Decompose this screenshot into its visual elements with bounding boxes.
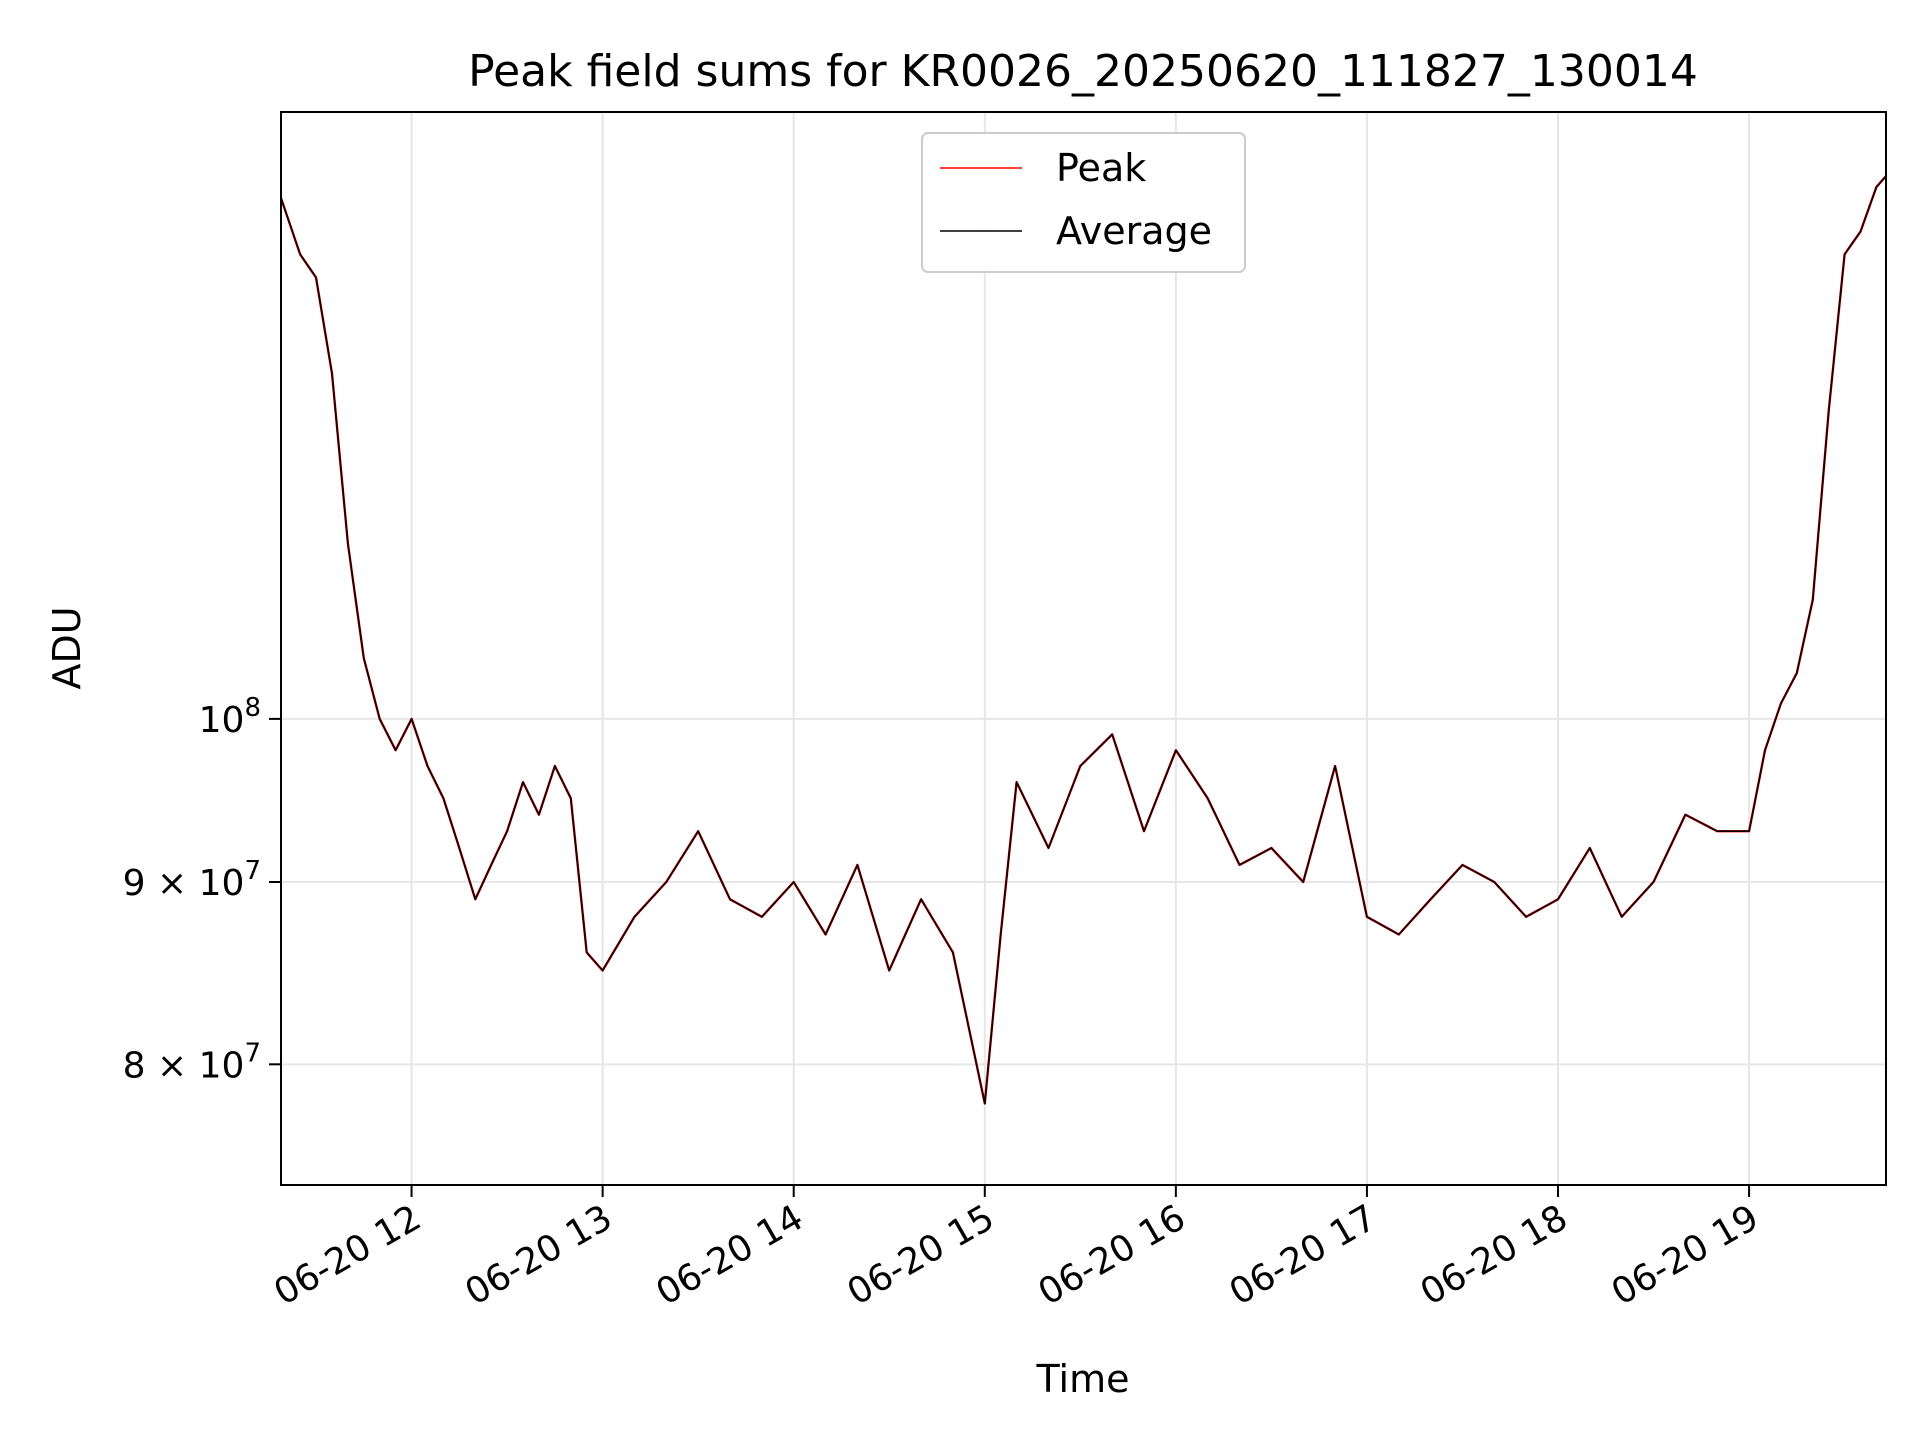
y-tick-label: 8 × 107 (123, 1038, 261, 1086)
data-point-average (1047, 847, 1050, 849)
data-point-average (824, 933, 827, 936)
data-point-average (331, 372, 333, 375)
data-point-average (1207, 797, 1209, 799)
data-point-average (1175, 749, 1177, 751)
data-point-average (952, 951, 954, 953)
y-tick-exp: 8 (244, 693, 261, 723)
grid (281, 112, 1886, 1185)
data-point-average (729, 898, 731, 900)
data-point-average (920, 898, 922, 900)
data-point-average (984, 1102, 986, 1105)
data-point-average (761, 916, 763, 918)
data-point-average (1461, 864, 1464, 866)
x-axis-label: Time (1036, 1357, 1130, 1401)
data-point-average (1684, 814, 1686, 816)
data-point-average (1748, 830, 1750, 832)
data-point-average (426, 765, 429, 767)
data-point-average (1366, 916, 1368, 918)
data-point-average (697, 830, 699, 832)
data-point-average (363, 657, 365, 659)
y-tick-mult: × (146, 1045, 199, 1086)
data-point-average (506, 830, 508, 832)
y-tick-label: 108 (199, 693, 261, 741)
data-point-average (1589, 847, 1591, 849)
data-point-average (1334, 765, 1336, 767)
y-tick-exp: 7 (244, 1038, 261, 1068)
data-point-average (458, 847, 460, 849)
data-point-average (1016, 781, 1018, 783)
legend: Peak Average (921, 132, 1246, 273)
data-point-average (1652, 881, 1655, 883)
data-point-average (1828, 410, 1830, 412)
data-point-average (570, 797, 572, 799)
data-point-average (410, 718, 413, 720)
data-point-average (1844, 253, 1846, 255)
data-point-average (1430, 898, 1432, 900)
data-point-average (586, 951, 588, 953)
data-point-average (1812, 599, 1814, 601)
data-point-average (665, 881, 667, 883)
data-point-average (299, 253, 301, 255)
y-tick-exp-base: 10 (199, 700, 245, 741)
legend-label-peak: Peak (1056, 146, 1146, 190)
data-point-average (395, 749, 397, 751)
legend-label-average: Average (1056, 209, 1212, 253)
y-tick-mult: × (146, 863, 199, 904)
data-point-average (315, 276, 317, 279)
y-tick-exp: 7 (244, 856, 261, 886)
data-point-average (1143, 830, 1145, 832)
chart-title: Peak field sums for KR0026_20250620_1118… (468, 46, 1698, 97)
data-point-average (793, 881, 795, 883)
data-point-average (490, 864, 492, 866)
data-point-average (1000, 933, 1002, 936)
data-point-average (1557, 898, 1559, 900)
data-point-average (347, 542, 349, 545)
data-point-average (633, 916, 636, 918)
data-point-average (1796, 672, 1798, 674)
data-point-average (1525, 916, 1527, 918)
data-point-average (522, 781, 524, 783)
data-point-average (1621, 916, 1623, 918)
y-tick-base: 9 (123, 863, 146, 904)
data-point-average (1398, 933, 1400, 936)
y-tick-exp-base: 10 (199, 1045, 245, 1086)
data-point-average (474, 898, 476, 900)
series-lines (281, 175, 1886, 1105)
data-point-average (538, 814, 540, 816)
data-point-average (1270, 847, 1272, 849)
y-axis-label: ADU (45, 606, 89, 689)
data-point-average (1493, 881, 1495, 883)
data-point-average (1716, 830, 1718, 832)
data-point-average (1302, 881, 1304, 883)
data-point-average (888, 969, 890, 972)
data-point-average (379, 718, 381, 720)
data-point-average (1764, 749, 1766, 751)
data-point-average (1875, 186, 1878, 188)
data-point-average (1079, 765, 1081, 767)
plot-frame (280, 111, 1887, 1186)
data-point-average (1111, 733, 1113, 736)
data-point-average (1859, 230, 1862, 233)
y-tick-label: 9 × 107 (123, 856, 261, 904)
y-tick-base: 8 (123, 1045, 146, 1086)
y-tick-exp-base: 10 (199, 863, 245, 904)
data-point-average (602, 969, 604, 972)
data-point-average (856, 864, 858, 866)
data-point-average (554, 765, 556, 767)
data-point-average (1238, 864, 1241, 866)
data-point-average (442, 797, 445, 799)
data-point-average (1780, 702, 1782, 705)
